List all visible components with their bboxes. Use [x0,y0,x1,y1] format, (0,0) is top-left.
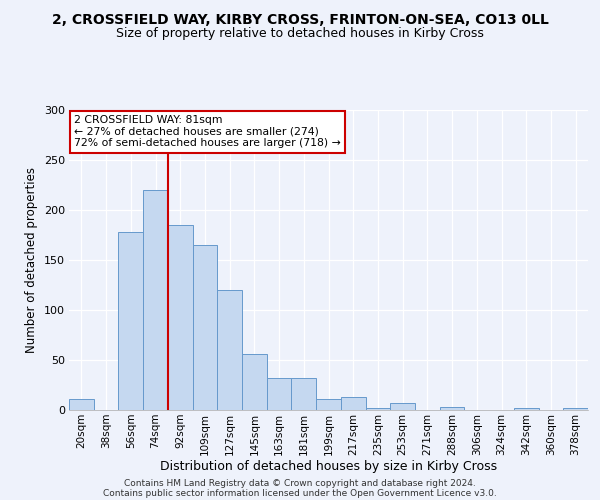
Bar [242,354,267,410]
Bar [440,407,464,410]
Text: 2 CROSSFIELD WAY: 81sqm
← 27% of detached houses are smaller (274)
72% of semi-d: 2 CROSSFIELD WAY: 81sqm ← 27% of detache… [74,115,341,148]
Bar [341,397,365,410]
Bar [563,408,588,410]
X-axis label: Distribution of detached houses by size in Kirby Cross: Distribution of detached houses by size … [160,460,497,473]
Text: Contains public sector information licensed under the Open Government Licence v3: Contains public sector information licen… [103,488,497,498]
Bar [193,245,217,410]
Bar [390,403,415,410]
Bar [118,232,143,410]
Bar [365,408,390,410]
Bar [316,399,341,410]
Bar [267,378,292,410]
Bar [217,290,242,410]
Bar [69,399,94,410]
Text: 2, CROSSFIELD WAY, KIRBY CROSS, FRINTON-ON-SEA, CO13 0LL: 2, CROSSFIELD WAY, KIRBY CROSS, FRINTON-… [52,12,548,26]
Text: Contains HM Land Registry data © Crown copyright and database right 2024.: Contains HM Land Registry data © Crown c… [124,478,476,488]
Bar [514,408,539,410]
Bar [292,378,316,410]
Text: Size of property relative to detached houses in Kirby Cross: Size of property relative to detached ho… [116,28,484,40]
Bar [143,190,168,410]
Y-axis label: Number of detached properties: Number of detached properties [25,167,38,353]
Bar [168,225,193,410]
